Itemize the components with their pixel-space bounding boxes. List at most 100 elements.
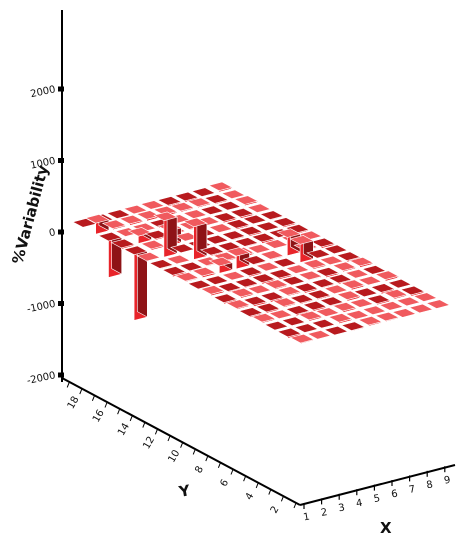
- bar-top-face: [344, 310, 370, 320]
- bar-top-face: [169, 202, 195, 212]
- bar: [344, 309, 370, 320]
- bar: [191, 187, 216, 198]
- bar-top-face: [225, 247, 251, 257]
- bar: [246, 243, 272, 254]
- bar: [400, 285, 425, 297]
- bar: [289, 293, 315, 305]
- bar-top-face: [331, 261, 357, 272]
- bar: [208, 256, 234, 274]
- bar-top-face: [220, 189, 246, 200]
- bar-top-face: [340, 321, 366, 331]
- bar-top-face: [293, 282, 319, 293]
- bar: [242, 295, 268, 307]
- bar: [174, 271, 200, 283]
- bar: [332, 301, 357, 313]
- bar-top-face: [319, 255, 344, 266]
- bar: [233, 195, 259, 207]
- z-tick-label: -1000: [26, 299, 57, 316]
- bar: [319, 296, 345, 307]
- z-tick-mark: [58, 372, 64, 378]
- bar: [298, 310, 323, 322]
- bar: [353, 287, 379, 298]
- bar-top-face: [353, 287, 379, 298]
- y-tick-mark: [91, 395, 95, 401]
- bar: [199, 205, 225, 216]
- y-tick-label: 14: [116, 421, 132, 438]
- bar-top-face: [378, 301, 404, 311]
- bar-top-face: [246, 244, 272, 254]
- bar-top-face: [314, 267, 340, 277]
- bar: [250, 232, 276, 244]
- bar: [374, 311, 400, 323]
- bar-top-face: [221, 271, 247, 281]
- bar: [118, 214, 144, 226]
- y-axis-label: Y: [177, 481, 193, 501]
- bar-top-face: [272, 297, 298, 307]
- bar: [97, 231, 123, 278]
- bar: [242, 255, 268, 266]
- bar: [255, 302, 281, 314]
- bar: [272, 257, 298, 268]
- bar-top-face: [152, 205, 178, 216]
- x-tick-label: 8: [426, 479, 434, 491]
- y-tick-mark: [230, 469, 234, 475]
- bar-top-face: [186, 197, 212, 208]
- bar-top-face: [281, 316, 306, 327]
- z-tick-label: -2000: [26, 370, 57, 387]
- bar-top-face: [332, 302, 357, 312]
- bar-top-face: [366, 294, 391, 305]
- bar-top-face: [264, 320, 289, 331]
- bar: [340, 321, 366, 332]
- bar-top-face: [131, 222, 157, 233]
- bar: [272, 297, 298, 308]
- bar-top-face: [259, 210, 285, 220]
- z-tick-label: 2000: [29, 84, 56, 100]
- bar-top-face: [306, 289, 332, 300]
- bar-top-face: [259, 291, 285, 302]
- bar-top-face: [289, 294, 315, 304]
- bar: [306, 329, 332, 340]
- bar: [191, 266, 217, 279]
- y-tick-label: 18: [66, 395, 82, 412]
- bar: [349, 298, 374, 309]
- bar: [101, 219, 127, 231]
- x-axis-label: X: [380, 519, 392, 537]
- bar-top-face: [101, 219, 127, 229]
- bar-top-face: [293, 323, 319, 333]
- bar-top-face: [84, 214, 110, 224]
- bar: [110, 238, 136, 250]
- bar-top-face: [225, 299, 251, 309]
- bar: [276, 327, 302, 339]
- bar-top-face: [370, 283, 396, 293]
- y-tick-mark: [293, 502, 297, 509]
- bar: [361, 264, 387, 275]
- bar-top-face: [357, 315, 383, 326]
- bar: [268, 268, 293, 280]
- bar-top-face: [268, 269, 293, 279]
- bar: [204, 275, 230, 286]
- bar-top-face: [199, 246, 225, 256]
- bar-top-face: [123, 204, 148, 215]
- bar-top-face: [212, 251, 238, 262]
- bar-top-face: [280, 275, 306, 286]
- bar-top-face: [383, 289, 408, 299]
- x-tick-label: 4: [355, 498, 363, 510]
- bar-top-face: [268, 309, 294, 320]
- y-tick-mark: [117, 409, 121, 415]
- y-tick-label: 16: [91, 408, 107, 425]
- x-tick-label: 2: [320, 507, 328, 519]
- z-tick-label: 1000: [29, 156, 56, 172]
- bar-top-face: [374, 311, 400, 322]
- bar-top-face: [246, 284, 272, 295]
- bar: [319, 255, 344, 266]
- bar-top-face: [229, 207, 255, 218]
- bar-top-face: [306, 249, 332, 259]
- bar-top-face: [174, 191, 199, 202]
- x-tick-label: 9: [443, 475, 451, 487]
- bar-top-face: [255, 302, 281, 313]
- bar-top-face: [348, 256, 374, 267]
- y-tick-mark: [243, 476, 247, 482]
- bar-top-face: [344, 269, 370, 279]
- bar: [357, 315, 383, 327]
